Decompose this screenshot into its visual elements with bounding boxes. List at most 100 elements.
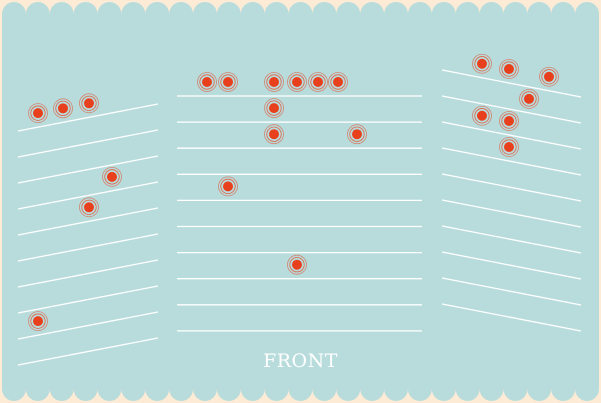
- seat-ring-outer: [264, 72, 284, 92]
- seat-dot-center-r1-s3: [218, 72, 238, 92]
- seat-dot-right-r3-s2: [472, 105, 492, 126]
- seat-ring-outer: [287, 254, 307, 275]
- row-line-right-9: [441, 277, 582, 306]
- seat-dot-center-r1-s5: [264, 72, 284, 92]
- seat-ring-inner: [289, 257, 305, 273]
- seat-ring-outer: [472, 105, 492, 126]
- seat-dot-center-r1-s8: [328, 72, 348, 92]
- seat-ring-outer: [53, 98, 73, 119]
- seat-ring-inner: [81, 199, 97, 215]
- seat-dot-right-r1-s2: [472, 53, 492, 74]
- seat-ring-inner: [220, 178, 236, 194]
- seat-dot: [352, 129, 362, 140]
- row-line-right-5: [441, 173, 582, 202]
- seat-dot-right-r1-s3: [499, 59, 519, 79]
- seat-ring-inner: [266, 126, 282, 142]
- seat-ring-inner: [349, 126, 365, 142]
- seat-dot: [504, 116, 514, 127]
- seat-dot-right-r4-s3: [499, 137, 519, 157]
- seat-ring-inner: [310, 74, 326, 90]
- seat-dot: [544, 71, 554, 82]
- row-line-right-2: [441, 95, 582, 124]
- seat-ring-outer: [218, 176, 238, 197]
- seat-dot: [333, 77, 343, 87]
- row-line-left-5: [17, 207, 159, 236]
- row-line-left-8: [17, 285, 159, 314]
- row-line-left-1: [17, 103, 159, 132]
- seat-dot-center-r3-s5: [264, 124, 284, 145]
- row-line-left-2: [17, 129, 159, 158]
- seat-dot: [524, 93, 534, 104]
- seat-ring-inner: [330, 74, 346, 90]
- seat-dot: [33, 316, 43, 327]
- seat-dot: [477, 110, 487, 121]
- seat-ring-inner: [474, 108, 490, 124]
- seat-ring-outer: [347, 124, 367, 145]
- seat-ring-outer: [28, 311, 48, 332]
- seat-ring-outer: [499, 111, 519, 131]
- seat-ring-outer: [539, 66, 559, 87]
- row-line-left-3: [17, 155, 159, 184]
- seat-ring-outer: [79, 93, 99, 114]
- row-line-right-3: [441, 121, 582, 150]
- seat-dot-center-r8-s6: [287, 254, 307, 275]
- seat-dot-center-r2-s5: [264, 98, 284, 118]
- seat-dot-left-r5-s3: [79, 197, 99, 218]
- seat-dot: [269, 129, 279, 140]
- seat-dot: [313, 77, 323, 87]
- seat-ring-outer: [264, 124, 284, 145]
- seat-ring-inner: [266, 100, 282, 116]
- row-lines: [17, 69, 582, 366]
- seat-dot-left-r9-s1: [28, 311, 48, 332]
- front-label: FRONT: [263, 350, 338, 372]
- seat-dot: [269, 77, 279, 87]
- seat-dot: [202, 77, 212, 87]
- seat-ring-inner: [220, 74, 236, 90]
- seat-ring-inner: [501, 113, 517, 129]
- seat-dot: [477, 58, 487, 69]
- seat-ring-outer: [499, 137, 519, 157]
- seat-ring-outer: [218, 72, 238, 92]
- seat-dot-center-r1-s2: [197, 72, 217, 92]
- row-line-right-8: [441, 251, 582, 280]
- seat-ring-outer: [102, 166, 122, 187]
- row-line-right-10: [441, 303, 582, 332]
- seat-dot: [223, 181, 233, 192]
- seat-dot: [269, 103, 279, 114]
- seat-ring-outer: [287, 72, 307, 92]
- seat-ring-inner: [501, 61, 517, 77]
- seat-ring-outer: [328, 72, 348, 92]
- seat-dot-right-r3-s3: [499, 111, 519, 131]
- occupied-seats: [28, 53, 559, 332]
- seat-ring-inner: [289, 74, 305, 90]
- seat-dot: [33, 108, 43, 119]
- seat-ring-inner: [81, 95, 97, 111]
- seat-ring-inner: [501, 139, 517, 155]
- seat-ring-inner: [474, 56, 490, 72]
- seat-ring-outer: [519, 88, 539, 109]
- row-line-left-6: [17, 233, 159, 262]
- seat-ring-outer: [28, 103, 48, 124]
- seat-ring-outer: [472, 53, 492, 74]
- seat-ring-inner: [521, 91, 537, 107]
- seat-dot: [107, 171, 117, 182]
- seat-dot-center-r5-s3: [218, 176, 238, 197]
- row-line-right-6: [441, 199, 582, 228]
- seat-dot-center-r3-s9: [347, 124, 367, 145]
- seat-ring-outer: [308, 72, 328, 92]
- row-line-right-7: [441, 225, 582, 254]
- row-line-left-4: [17, 181, 159, 210]
- seat-ring-inner: [104, 169, 120, 185]
- seat-dot: [504, 142, 514, 153]
- seat-ring-inner: [55, 100, 71, 116]
- seat-dot-left-r1-s1: [28, 103, 48, 124]
- row-line-right-1: [441, 69, 582, 98]
- seat-ring-outer: [499, 59, 519, 79]
- row-line-left-10: [17, 337, 159, 366]
- seat-dot: [84, 98, 94, 109]
- seat-dot-left-r4-s4: [102, 166, 122, 187]
